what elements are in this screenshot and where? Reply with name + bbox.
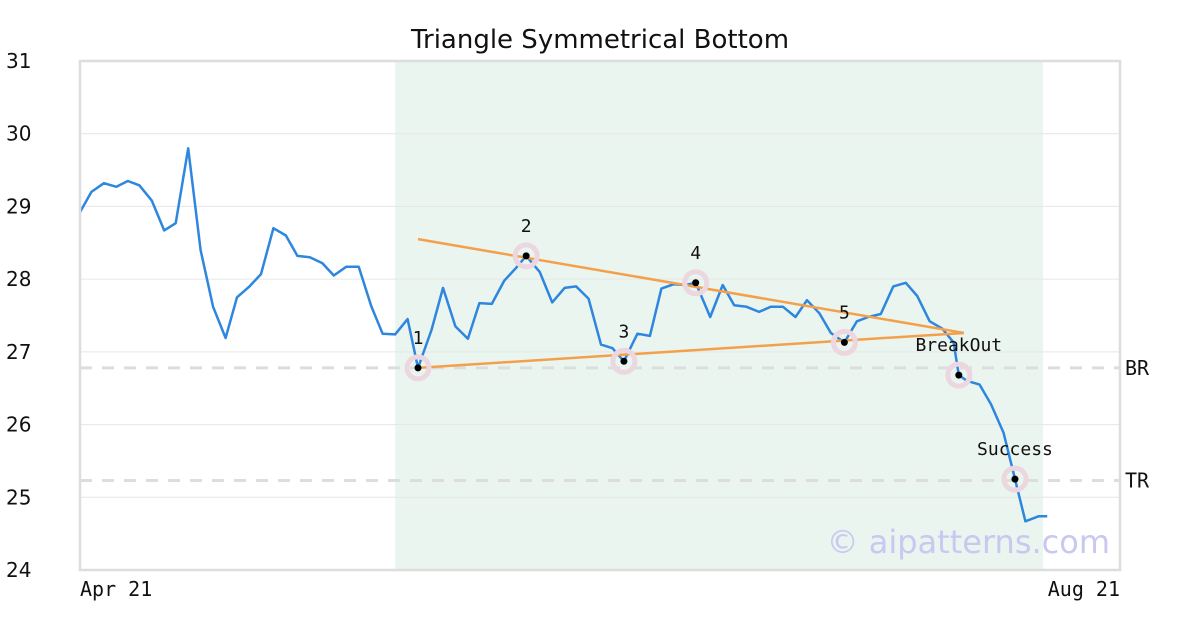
level-label: TR (1125, 469, 1150, 493)
x-axis: Apr 21 Aug 21 (80, 577, 1120, 601)
pattern-point-label: 5 (839, 302, 850, 323)
pattern-point (620, 357, 628, 365)
trendline (417, 331, 965, 370)
pattern-point (955, 371, 963, 379)
pattern-point-ring (682, 269, 710, 297)
y-tick-label: 29 (6, 194, 31, 218)
pattern-point-label: 3 (618, 321, 629, 342)
levels: BR TR (80, 356, 1150, 493)
pattern-point-label: BreakOut (915, 335, 1002, 356)
pattern-point (692, 279, 700, 287)
pattern-point-ring (404, 354, 432, 382)
y-tick-label: 31 (6, 49, 31, 73)
pattern-region (395, 61, 1044, 570)
pattern-points: 1 2 3 4 5 BreakOut Success (404, 216, 1053, 493)
pattern-point-label: 2 (521, 216, 532, 237)
level-label: BR (1125, 356, 1150, 380)
pattern-point-ring (610, 347, 638, 375)
watermark: © aipatterns.com (827, 523, 1110, 561)
pattern-point-label: 4 (690, 243, 701, 264)
price-series (78, 147, 1048, 523)
y-axis: 24 25 26 27 28 29 30 31 (6, 49, 31, 582)
pattern-point (414, 364, 422, 372)
trendlines (417, 237, 965, 370)
pattern-point-label: 1 (413, 328, 424, 349)
pattern-point (522, 252, 530, 260)
pattern-point-ring (1001, 465, 1029, 493)
y-tick-label: 26 (6, 413, 31, 437)
y-tick-label: 28 (6, 267, 31, 291)
pattern-point-ring (945, 361, 973, 389)
plot-frame (78, 59, 1122, 572)
pattern-point-ring (512, 242, 540, 270)
chart-title: Triangle Symmetrical Bottom (410, 25, 789, 55)
y-tick-label: 27 (6, 340, 31, 364)
trendline (417, 237, 965, 335)
y-tick-label: 25 (6, 485, 31, 509)
pattern-point-label: Success (977, 439, 1053, 460)
pattern-point (840, 338, 848, 346)
grid (80, 133, 1120, 498)
pattern-point-ring (830, 328, 858, 356)
series-line (78, 147, 1048, 523)
pattern-point (1011, 475, 1019, 483)
y-tick-label: 30 (6, 122, 31, 146)
x-tick-label: Apr 21 (80, 577, 152, 601)
y-tick-label: 24 (6, 558, 31, 582)
x-tick-label: Aug 21 (1048, 577, 1120, 601)
